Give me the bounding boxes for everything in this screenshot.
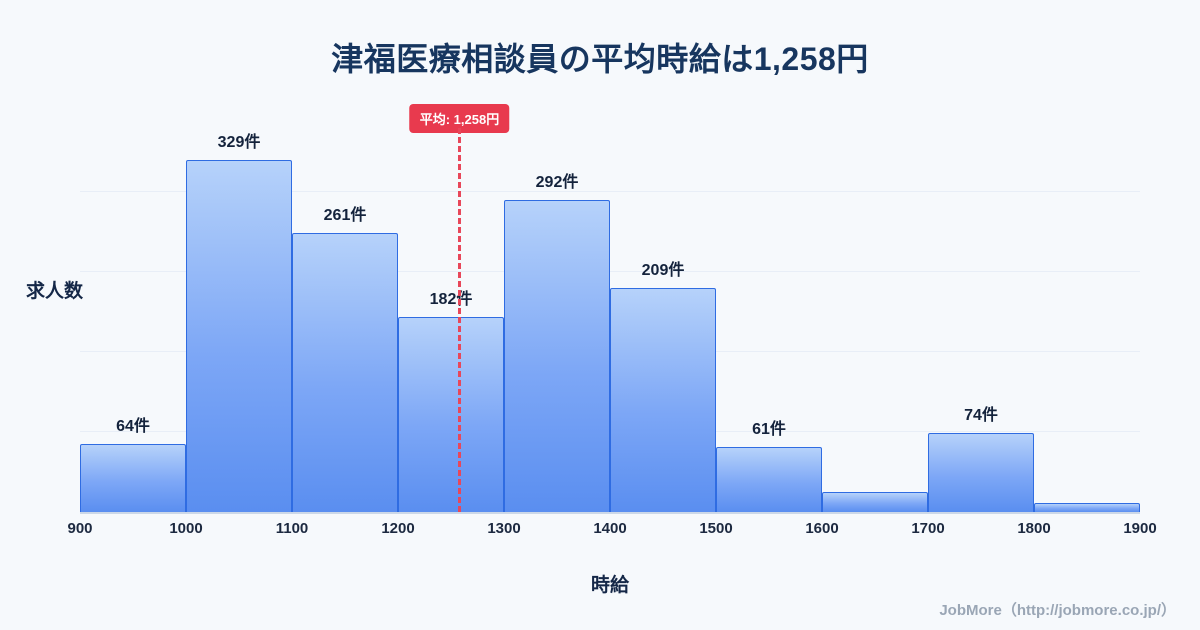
x-tick-label: 1700 bbox=[911, 520, 945, 537]
bar-column: 261件 bbox=[292, 110, 398, 512]
bar bbox=[822, 492, 928, 512]
bar-label: 61件 bbox=[752, 421, 786, 438]
bar bbox=[610, 288, 716, 512]
bar bbox=[186, 160, 292, 512]
bar-label: 209件 bbox=[641, 262, 685, 279]
y-axis-label: 求人数 bbox=[26, 281, 84, 302]
bar-column: 209件 bbox=[610, 110, 716, 512]
bar-label: 64件 bbox=[116, 418, 150, 435]
x-tick-label: 1600 bbox=[805, 520, 839, 537]
bars-container: 64件 329件 261件 182件 292件 209件 61件 74件 bbox=[80, 110, 1140, 512]
bar bbox=[1034, 503, 1140, 512]
bar bbox=[292, 233, 398, 512]
bar-column: 182件 bbox=[398, 110, 504, 512]
x-tick-label: 1300 bbox=[487, 520, 521, 537]
bar-column bbox=[1034, 110, 1140, 512]
watermark-credit: JobMore（http://jobmore.co.jp/） bbox=[939, 602, 1176, 619]
bar bbox=[398, 317, 504, 512]
bar bbox=[928, 433, 1034, 512]
bar-label: 329件 bbox=[217, 134, 261, 151]
bar-column: 329件 bbox=[186, 110, 292, 512]
bar-column: 61件 bbox=[716, 110, 822, 512]
x-tick-label: 1500 bbox=[699, 520, 733, 537]
bar-label: 182件 bbox=[429, 291, 473, 308]
bar-label: 261件 bbox=[323, 207, 367, 224]
x-axis-label: 時給 bbox=[590, 575, 629, 596]
bar-column: 64件 bbox=[80, 110, 186, 512]
bar-column: 74件 bbox=[928, 110, 1034, 512]
bar bbox=[80, 444, 186, 512]
bar bbox=[504, 200, 610, 512]
bar-column: 292件 bbox=[504, 110, 610, 512]
bar-column bbox=[822, 110, 928, 512]
x-tick-label: 900 bbox=[67, 520, 93, 537]
histogram-plot: 64件 329件 261件 182件 292件 209件 61件 74件 平均: 1,258円 bbox=[80, 104, 1140, 514]
x-tick-label: 1900 bbox=[1123, 520, 1157, 537]
bar-label: 74件 bbox=[964, 407, 998, 424]
gridline bbox=[80, 271, 1140, 272]
x-tick-label: 1100 bbox=[275, 520, 309, 537]
x-tick-label: 1000 bbox=[169, 520, 203, 537]
gridline bbox=[80, 191, 1140, 192]
x-axis-ticks: 900 1000 1100 1200 1300 1400 1500 1600 1700 1800 1… bbox=[67, 520, 1156, 542]
chart-title: 津福医療相談員の平均時給は1,258円 bbox=[331, 41, 869, 77]
x-tick-label: 1200 bbox=[381, 520, 415, 537]
average-dashed-line bbox=[458, 128, 462, 512]
x-tick-label: 1400 bbox=[593, 520, 627, 537]
x-tick-label: 1800 bbox=[1017, 520, 1051, 537]
bar bbox=[716, 447, 822, 512]
bar-label: 292件 bbox=[535, 174, 579, 191]
